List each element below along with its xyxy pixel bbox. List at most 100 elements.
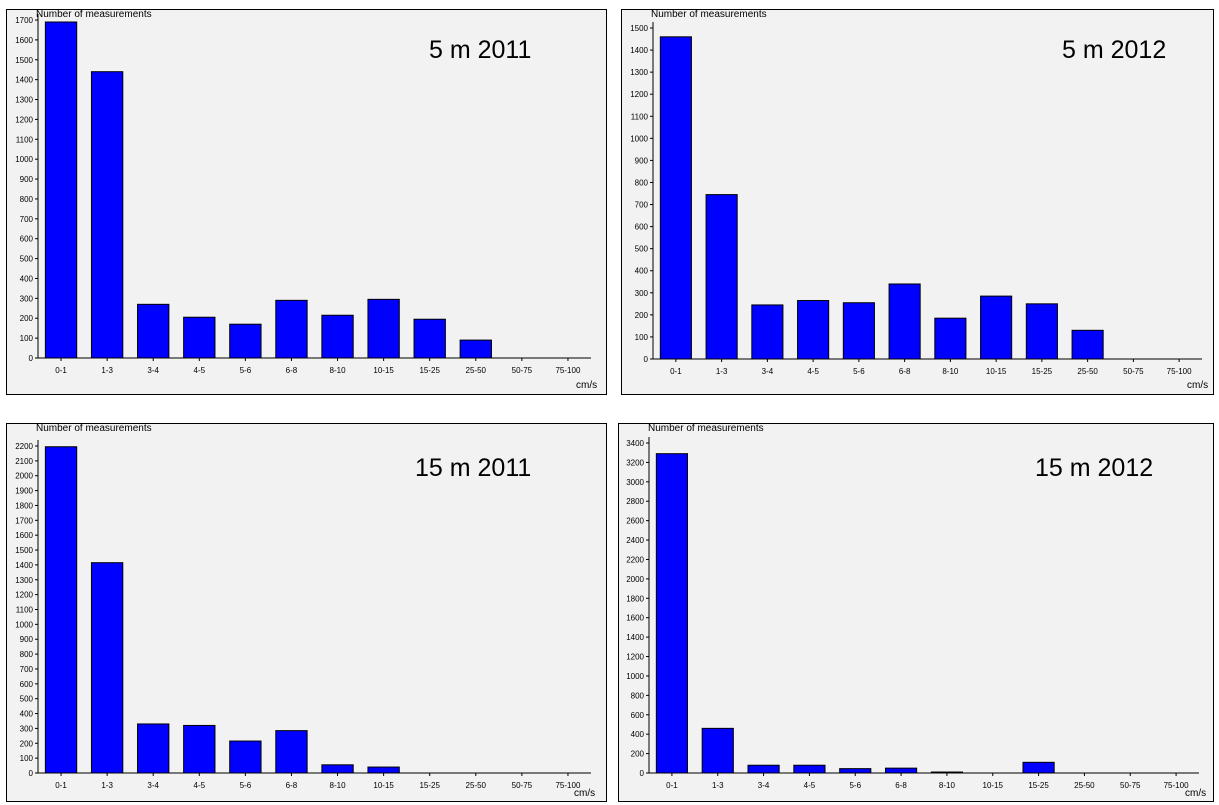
y-tick-label: 0 — [29, 769, 34, 778]
y-tick-label: 500 — [20, 255, 34, 264]
y-tick-label: 600 — [20, 235, 34, 244]
x-tick-label-8-10: 8-10 — [330, 781, 347, 790]
y-tick-label: 3200 — [626, 458, 644, 467]
x-tick-label-5-6: 5-6 — [240, 781, 252, 790]
x-tick-label-1-3: 1-3 — [712, 781, 724, 790]
y-tick-label: 0 — [29, 354, 34, 363]
bar-0-1 — [659, 36, 692, 360]
y-tick-label: 900 — [20, 175, 34, 184]
x-tick-label-10-15: 10-15 — [983, 781, 1004, 790]
y-tick-label: 600 — [635, 223, 649, 232]
x-tick-label-75-100: 75-100 — [555, 781, 580, 790]
bar-6-8 — [275, 730, 308, 774]
y-tick-label: 200 — [20, 314, 34, 323]
x-tick-label-75-100: 75-100 — [1167, 367, 1192, 376]
bar-5-6 — [229, 323, 262, 359]
x-axis-unit: cm/s — [1185, 788, 1207, 799]
y-tick-label: 1300 — [15, 576, 33, 585]
y-tick-label: 500 — [635, 245, 649, 254]
bar-8-10 — [930, 771, 964, 774]
y-tick-label: 100 — [635, 333, 649, 342]
y-tick-label: 2000 — [15, 472, 33, 481]
y-axis-label: Number of measurements — [36, 423, 152, 434]
y-tick-label: 400 — [20, 274, 34, 283]
chart-panel-15m-2012: 0 200 400 600 800 1000 1200 1400 1600 1800 2000 220… — [618, 423, 1214, 802]
y-tick-label: 2200 — [15, 442, 33, 451]
bar-4-5 — [183, 316, 216, 359]
y-tick-label: 1000 — [15, 620, 33, 629]
y-tick-label: 600 — [631, 711, 645, 720]
x-tick-label-8-10: 8-10 — [330, 366, 347, 375]
y-tick-label: 800 — [20, 195, 34, 204]
y-tick-label: 2000 — [626, 575, 644, 584]
x-tick-label-0-1: 0-1 — [55, 781, 67, 790]
bar-25-50 — [459, 339, 492, 359]
bar-8-10 — [934, 317, 967, 360]
bar-chart-15m-2011: 0 100 200 300 400 500 600 700 800 900 1000 1100 1200… — [15, 440, 591, 790]
y-tick-label: 2200 — [626, 555, 644, 564]
bar-3-4 — [751, 304, 784, 360]
y-tick-label: 1100 — [16, 135, 34, 144]
bar-3-4 — [137, 723, 170, 774]
y-tick-label: 1200 — [15, 591, 33, 600]
x-tick-label-15-25: 15-25 — [419, 366, 440, 375]
x-axis-unit: cm/s — [576, 380, 598, 391]
y-tick-label: 0 — [640, 769, 645, 778]
y-tick-label: 200 — [635, 311, 649, 320]
y-tick-label: 2800 — [626, 497, 644, 506]
y-tick-label: 400 — [20, 710, 34, 719]
bar-10-15 — [367, 298, 400, 359]
bar-1-3 — [90, 562, 124, 774]
y-tick-label: 900 — [20, 635, 34, 644]
y-tick-label: 100 — [20, 754, 34, 763]
y-tick-label: 1500 — [630, 24, 648, 33]
bar-15-25 — [1025, 303, 1058, 360]
x-tick-label-4-5: 4-5 — [194, 781, 206, 790]
x-tick-label-6-8: 6-8 — [895, 781, 907, 790]
x-tick-label-6-8: 6-8 — [899, 367, 911, 376]
x-tick-label-5-6: 5-6 — [853, 367, 865, 376]
y-tick-label: 700 — [20, 665, 34, 674]
y-tick-label: 1600 — [15, 36, 33, 45]
y-tick-label: 1700 — [15, 516, 33, 525]
y-tick-label: 1500 — [15, 546, 33, 555]
y-axis-label: Number of measurements — [36, 9, 152, 20]
chart-title: 15 m 2011 — [415, 454, 532, 482]
bar-15-25 — [413, 318, 446, 359]
x-tick-label-75-100: 75-100 — [555, 366, 580, 375]
bar-1-3 — [705, 194, 738, 360]
bar-4-5 — [793, 764, 826, 774]
bar-25-50 — [1071, 329, 1104, 360]
x-tick-label-3-4: 3-4 — [762, 367, 774, 376]
bar-8-10 — [321, 314, 354, 359]
y-tick-label: 1800 — [626, 594, 644, 603]
y-tick-label: 800 — [20, 650, 34, 659]
bar-0-1 — [44, 21, 78, 359]
x-tick-label-4-5: 4-5 — [804, 781, 816, 790]
x-tick-label-3-4: 3-4 — [758, 781, 770, 790]
x-tick-label-50-75: 50-75 — [1120, 781, 1141, 790]
x-tick-label-50-75: 50-75 — [1123, 367, 1144, 376]
y-tick-label: 400 — [635, 267, 649, 276]
bar-5-6 — [839, 768, 872, 774]
y-tick-label: 1000 — [15, 155, 33, 164]
x-tick-label-10-15: 10-15 — [986, 367, 1007, 376]
y-tick-label: 900 — [635, 156, 649, 165]
chart-title: 5 m 2011 — [429, 36, 532, 64]
chart-panel-5m-2011: 0 100 200 300 400 500 600 700 800 900 1000 1100 1200… — [6, 9, 607, 395]
y-tick-label: 1600 — [626, 614, 644, 623]
x-axis-unit: cm/s — [1187, 380, 1209, 391]
bar-15-25 — [1022, 761, 1055, 774]
y-tick-label: 1700 — [15, 16, 33, 25]
y-tick-label: 2100 — [15, 457, 33, 466]
y-tick-label: 1900 — [15, 487, 33, 496]
bar-chart-15m-2012: 0 200 400 600 800 1000 1200 1400 1600 1800 2000 220… — [626, 437, 1199, 790]
y-axis-label: Number of measurements — [648, 423, 764, 434]
bar-1-3 — [701, 727, 734, 774]
y-tick-label: 1300 — [15, 96, 33, 105]
y-tick-label: 2400 — [626, 536, 644, 545]
bar-6-8 — [885, 767, 918, 774]
x-tick-label-6-8: 6-8 — [286, 781, 298, 790]
y-tick-label: 300 — [20, 724, 34, 733]
bar-5-6 — [842, 302, 875, 360]
